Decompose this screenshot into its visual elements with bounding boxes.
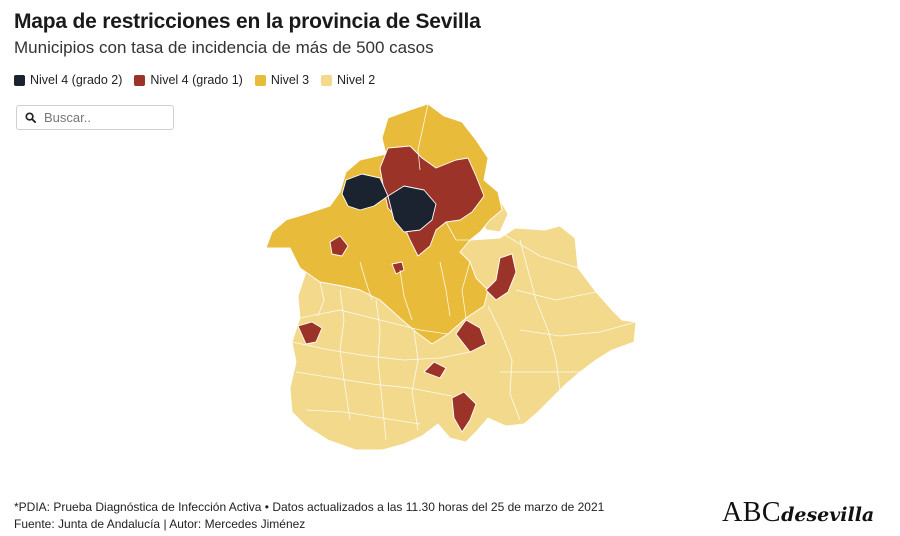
municipality[interactable] <box>423 361 447 379</box>
municipality[interactable] <box>265 103 503 345</box>
search-input[interactable] <box>42 109 166 126</box>
map-subtitle: Municipios con tasa de incidencia de más… <box>14 38 434 57</box>
legend-label: Nivel 2 <box>337 73 376 87</box>
municipality[interactable] <box>297 321 323 345</box>
municipality[interactable] <box>485 253 517 301</box>
legend-swatch <box>254 74 266 86</box>
legend-label: Nivel 3 <box>270 73 310 87</box>
legend-swatch <box>14 74 25 86</box>
footer: *PDIA: Prueba Diagnóstica de Infección A… <box>14 499 604 533</box>
legend-item-nivel4-grado2: Nivel 4 (grado 2) <box>14 73 122 87</box>
legend: Nivel 4 (grado 2) Nivel 4 (grado 1) Nive… <box>14 73 387 87</box>
map-title: Mapa de restricciones en la provincia de… <box>14 10 481 33</box>
municipality[interactable] <box>387 185 437 233</box>
province-map <box>265 103 637 451</box>
legend-swatch <box>321 74 333 86</box>
municipality[interactable] <box>391 261 405 275</box>
legend-swatch <box>134 74 146 86</box>
municipality[interactable] <box>341 173 389 211</box>
legend-label: Nivel 4 (grado 2) <box>30 73 123 87</box>
municipality[interactable] <box>455 319 487 353</box>
municipality[interactable] <box>329 235 349 257</box>
legend-label: Nivel 4 (grado 1) <box>150 73 243 87</box>
municipality[interactable] <box>451 391 477 433</box>
logo-abc: ABC <box>722 497 782 528</box>
footer-note: *PDIA: Prueba Diagnóstica de Infección A… <box>14 500 605 514</box>
footer-source: Fuente: Junta de Andalucía | Autor: Merc… <box>14 517 306 531</box>
legend-item-nivel3: Nivel 3 <box>254 73 310 87</box>
legend-item-nivel4-grado1: Nivel 4 (grado 1) <box>134 73 243 87</box>
legend-item-nivel2: Nivel 2 <box>321 73 375 87</box>
abc-sevilla-logo: ABCdesevilla <box>722 497 874 529</box>
search-box[interactable] <box>16 105 174 130</box>
search-icon <box>25 112 36 123</box>
logo-brand: desevilla <box>781 504 875 526</box>
